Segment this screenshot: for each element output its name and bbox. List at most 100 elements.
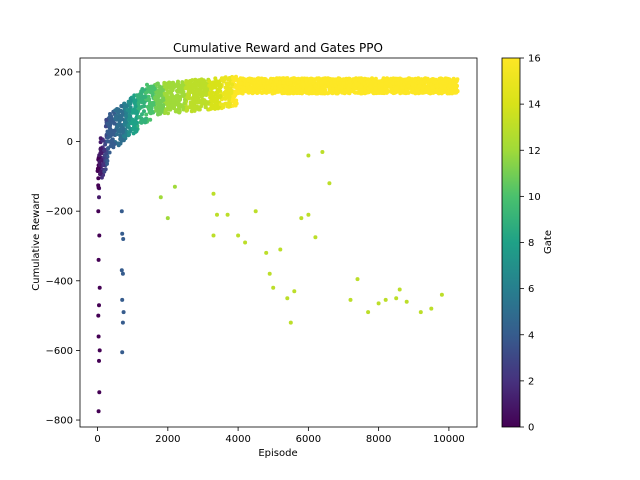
scatter-point [434, 83, 439, 88]
scatter-point [253, 209, 258, 214]
scatter-point [203, 105, 208, 110]
scatter-point [242, 77, 246, 82]
scatter-point [160, 107, 164, 111]
scatter-point [189, 96, 194, 101]
scatter-point [187, 88, 192, 93]
scatter-point [132, 124, 137, 129]
scatter-point [131, 95, 136, 100]
scatter-point [165, 216, 170, 221]
scatter-point [119, 209, 124, 214]
scatter-point [400, 86, 405, 90]
scatter-point [184, 108, 189, 113]
scatter-point [211, 191, 216, 196]
scatter-point [420, 90, 424, 95]
scatter-point [121, 117, 125, 122]
scatter-point [188, 81, 193, 86]
scatter-point [96, 313, 101, 318]
scatter-point [190, 78, 195, 83]
scatter-point [198, 89, 203, 94]
scatter-point [438, 83, 443, 88]
scatter-point [102, 153, 107, 158]
scatter-point [264, 250, 269, 255]
scatter-point [337, 85, 342, 89]
scatter-point [183, 86, 188, 91]
scatter-point [325, 81, 330, 86]
x-tick-label: 6000 [296, 434, 321, 445]
scatter-point [210, 81, 214, 86]
scatter-point [126, 123, 131, 128]
scatter-point [425, 87, 429, 91]
scatter-point [323, 84, 328, 89]
scatter-point [97, 195, 101, 200]
scatter-point [106, 146, 111, 151]
scatter-point [112, 121, 117, 126]
scatter-point [184, 79, 189, 83]
scatter-point [181, 83, 186, 88]
scatter-point [97, 233, 102, 238]
scatter-point [128, 99, 133, 104]
scatter-point [220, 78, 225, 83]
scatter-point [122, 101, 127, 106]
scatter-point [189, 109, 194, 114]
scatter-point [223, 76, 228, 80]
scatter-point [171, 94, 176, 99]
scatter-point [142, 109, 146, 114]
scatter-point [452, 88, 457, 93]
scatter-point [320, 150, 325, 154]
scatter-point [429, 306, 434, 311]
scatter-point [158, 86, 163, 91]
scatter-point [212, 99, 217, 104]
scatter-point [273, 86, 278, 90]
scatter-point [262, 88, 267, 93]
scatter-point [119, 268, 124, 273]
scatter-point [388, 76, 393, 81]
scatter-point [290, 77, 295, 82]
scatter-point [336, 77, 341, 82]
scatter-point [373, 82, 378, 87]
scatter-point [411, 87, 415, 91]
scatter-point [139, 93, 144, 98]
scatter-point [99, 151, 104, 156]
scatter-point [103, 142, 108, 147]
scatter-point [193, 105, 197, 110]
scatter-point [390, 81, 395, 86]
scatter-point [150, 91, 155, 95]
scatter-point [200, 80, 205, 85]
scatter-point [307, 86, 312, 91]
scatter-point [319, 88, 324, 93]
chart-title: Cumulative Reward and Gates PPO [173, 41, 383, 55]
colorbar-tick-label: 8 [528, 238, 534, 249]
scatter-point [102, 169, 107, 174]
scatter-point [218, 94, 223, 98]
scatter-point [191, 86, 196, 91]
scatter-point [311, 80, 316, 85]
scatter-point [195, 82, 200, 87]
scatter-point [315, 80, 320, 85]
x-axis: 0 2000 4000 6000 8000 10000 [94, 427, 465, 445]
scatter-point [353, 85, 358, 90]
scatter-point [267, 89, 271, 94]
scatter-point [121, 310, 126, 315]
scatter-point [173, 109, 178, 114]
scatter-point [261, 78, 266, 83]
scatter-point [362, 81, 367, 86]
scatter-point [96, 176, 101, 181]
scatter-point [323, 88, 328, 93]
scatter-point [410, 82, 415, 87]
scatter-point [155, 101, 160, 106]
scatter-point [121, 237, 126, 241]
scatter-point [430, 85, 435, 90]
scatter-point [203, 99, 208, 104]
scatter-point [118, 128, 123, 133]
scatter-point [339, 89, 344, 94]
scatter-point [234, 98, 239, 103]
scatter-point [327, 77, 332, 82]
scatter-point [383, 77, 388, 82]
scatter-point [97, 285, 102, 290]
scatter-point [359, 78, 364, 83]
scatter-point [226, 77, 231, 82]
scatter-point [365, 80, 370, 85]
scatter-point [97, 390, 102, 395]
scatter-point [158, 195, 163, 200]
scatter-point [175, 81, 180, 86]
